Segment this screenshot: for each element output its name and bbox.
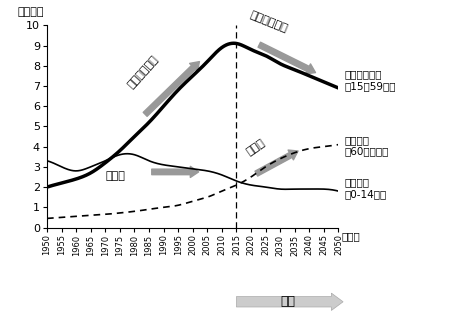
Text: 老齢人口
（60歳以上）: 老齢人口 （60歳以上） [344, 135, 389, 156]
Text: （億人）: （億人） [18, 7, 44, 17]
Text: 年少人口
（0-14歳）: 年少人口 （0-14歳） [344, 177, 386, 199]
Text: （年）: （年） [341, 232, 360, 241]
Text: 高齢化: 高齢化 [245, 137, 267, 157]
Text: 予測: 予測 [280, 295, 295, 308]
Text: 人口ボーナス: 人口ボーナス [125, 54, 160, 90]
Text: 人口オーナス: 人口オーナス [248, 10, 289, 34]
Text: 少子化: 少子化 [105, 171, 125, 181]
Text: 生産年齢人口
（15－59歳）: 生産年齢人口 （15－59歳） [344, 69, 396, 91]
